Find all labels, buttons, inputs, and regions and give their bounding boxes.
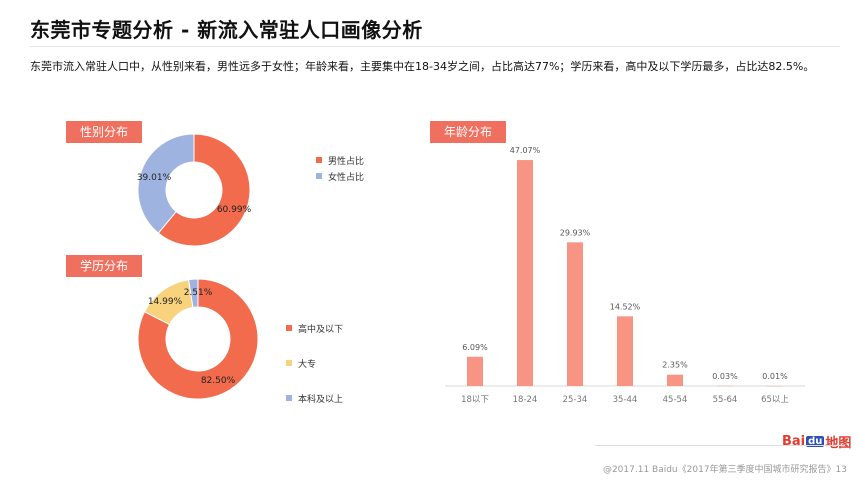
gender-value-label-0: 60.99% xyxy=(217,205,252,215)
baidu-map-logo: Bai du 地图 xyxy=(782,432,851,451)
edu-value-label-0: 82.50% xyxy=(201,376,236,386)
age-value-label-2: 29.93% xyxy=(560,228,591,237)
age-value-label-3: 14.52% xyxy=(610,302,641,311)
age-tick-label-5: 55-64 xyxy=(713,395,738,405)
age-tick-label-0: 18以下 xyxy=(461,395,489,405)
logo-text-map: 地图 xyxy=(825,436,852,451)
legend-item-high-school: 高中及以下 xyxy=(286,320,343,336)
gender-slice-1 xyxy=(137,133,195,234)
education-donut-chart: 82.50% 14.99%2.51% xyxy=(137,278,259,400)
legend-swatch-high-school xyxy=(286,325,292,331)
age-bar-0 xyxy=(467,356,483,386)
footer-source: @2017.11 Baidu《2017年第三季度中国城市研究报告》13 xyxy=(602,465,847,475)
age-bar-1 xyxy=(517,160,533,386)
title-divider xyxy=(30,46,840,47)
age-bar-3 xyxy=(617,316,633,386)
age-value-label-6: 0.01% xyxy=(762,372,788,381)
education-section-tag: 学历分布 xyxy=(66,255,143,277)
legend-swatch-female xyxy=(316,173,322,179)
edu-value-label-2: 2.51% xyxy=(184,288,213,298)
age-value-label-1: 47.07% xyxy=(510,146,541,155)
logo-text-du: du xyxy=(806,436,825,447)
logo-text-bai: Bai xyxy=(782,434,806,449)
gender-section-tag: 性别分布 xyxy=(66,121,143,143)
legend-swatch-college xyxy=(286,360,292,366)
age-tick-label-2: 25-34 xyxy=(563,395,588,405)
age-bar-4 xyxy=(667,374,683,386)
legend-label-bachelor: 本科及以上 xyxy=(298,394,344,405)
legend-label-college: 大专 xyxy=(298,359,317,370)
age-tick-label-6: 65以上 xyxy=(761,395,789,405)
page-summary: 东莞市流入常驻人口中，从性别来看，男性远多于女性；年龄来看，主要集中在18-34… xyxy=(30,60,815,73)
age-bar-2 xyxy=(567,242,583,386)
age-value-label-4: 2.35% xyxy=(662,361,688,370)
edu-slice-2 xyxy=(188,278,199,308)
legend-swatch-bachelor xyxy=(286,395,292,401)
footer-divider xyxy=(595,445,845,446)
age-tick-label-4: 45-54 xyxy=(663,395,688,405)
edu-slice-0 xyxy=(137,278,259,400)
page-title: 东莞市专题分析 - 新流入常驻人口画像分析 xyxy=(30,18,423,42)
legend-item-male: 男性占比 xyxy=(316,152,364,168)
age-tick-label-3: 35-44 xyxy=(613,395,638,405)
edu-value-label-1: 14.99% xyxy=(148,297,183,307)
legend-label-male: 男性占比 xyxy=(328,156,365,167)
gender-legend: 男性占比 女性占比 xyxy=(316,152,364,184)
gender-slice-0 xyxy=(157,133,251,247)
legend-label-high-school: 高中及以下 xyxy=(298,324,344,335)
age-section-tag: 年龄分布 xyxy=(430,121,507,143)
age-tick-label-1: 18-24 xyxy=(513,395,538,405)
gender-value-label-1: 39.01% xyxy=(137,173,172,183)
age-bar-chart: 6.09% 18以下 47.07% 18-24 29.93% 25-34 14.52% 35-… xyxy=(445,146,805,405)
legend-item-female: 女性占比 xyxy=(316,168,364,184)
legend-item-college: 大专 xyxy=(286,355,316,371)
age-value-label-0: 6.09% xyxy=(462,343,488,352)
legend-swatch-male xyxy=(316,157,322,163)
legend-label-female: 女性占比 xyxy=(328,172,365,183)
legend-item-bachelor: 本科及以上 xyxy=(286,390,343,406)
gender-donut-chart: 60.99% 39.01% xyxy=(137,133,252,247)
age-value-label-5: 0.03% xyxy=(712,372,738,381)
